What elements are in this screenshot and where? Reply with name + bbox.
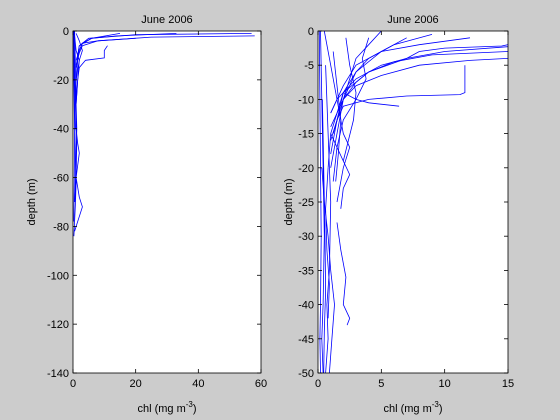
profile-line	[330, 31, 382, 168]
x-tick-label: 5	[378, 378, 384, 390]
x-axis-label: chl (mg m-3)	[383, 400, 442, 415]
chart-title: June 2006	[387, 14, 438, 26]
plot-area	[73, 31, 261, 373]
y-tick-label: -15	[298, 129, 314, 141]
plot-area	[318, 31, 508, 373]
left-chart: 0 20 40 60 0 -20 -40 -60 -80 -100 -120 -140 June 200…	[26, 14, 267, 415]
right-chart: 0 5 10 15 0 -5 -10 -15 -20 -25 -30 -35 -40 -45 -50 June…	[283, 14, 514, 415]
y-tick-label: -60	[53, 173, 69, 185]
x-tick-label: 40	[192, 378, 204, 390]
axes-frame	[72, 30, 262, 374]
y-tick-label: -5	[304, 60, 314, 72]
profile-line	[75, 33, 83, 93]
y-tick-label: -45	[298, 334, 314, 346]
y-tick-label: -100	[47, 270, 69, 282]
y-tick-label: -140	[47, 368, 69, 380]
y-axis-label: depth (m)	[26, 178, 38, 225]
y-tick-label: -30	[298, 231, 314, 243]
x-tick-label: 0	[315, 378, 321, 390]
profile-line	[323, 31, 351, 203]
profile-line	[325, 167, 330, 319]
profile-line	[73, 55, 83, 232]
profile-line	[330, 37, 407, 155]
profile-line	[75, 35, 255, 66]
profile-line	[327, 46, 508, 168]
y-tick-label: 0	[308, 26, 314, 38]
profile-line	[336, 222, 351, 326]
x-tick-label: 10	[439, 378, 451, 390]
y-tick-label: -120	[47, 319, 69, 331]
y-tick-label: -80	[53, 221, 69, 233]
y-tick-label: -50	[298, 368, 314, 380]
y-tick-label: -35	[298, 265, 314, 277]
chart-title: June 2006	[141, 14, 192, 26]
x-axis-label: chl (mg m-3)	[137, 400, 196, 415]
y-tick-label: 0	[63, 26, 69, 38]
profile-line	[342, 37, 357, 162]
x-tick-label: 15	[502, 378, 514, 390]
profile-line	[322, 99, 327, 373]
x-tick-label: 0	[70, 378, 76, 390]
y-tick-label: -10	[298, 94, 314, 106]
y-axis-label: depth (m)	[283, 178, 295, 225]
profile-line	[343, 44, 508, 93]
profile-lines	[73, 31, 255, 237]
profile-line	[343, 58, 508, 100]
y-tick-label: -20	[298, 163, 314, 175]
profile-line	[332, 34, 433, 134]
y-tick-label: -40	[298, 300, 314, 312]
x-tick-label: 20	[130, 378, 142, 390]
profile-line	[330, 133, 351, 209]
y-tick-label: -25	[298, 197, 314, 209]
profile-line	[332, 51, 342, 182]
y-tick-label: -20	[53, 75, 69, 87]
y-tick-label: -40	[53, 124, 69, 136]
profile-line	[330, 65, 466, 141]
x-tick-label: 60	[255, 378, 267, 390]
profile-line	[325, 65, 332, 373]
